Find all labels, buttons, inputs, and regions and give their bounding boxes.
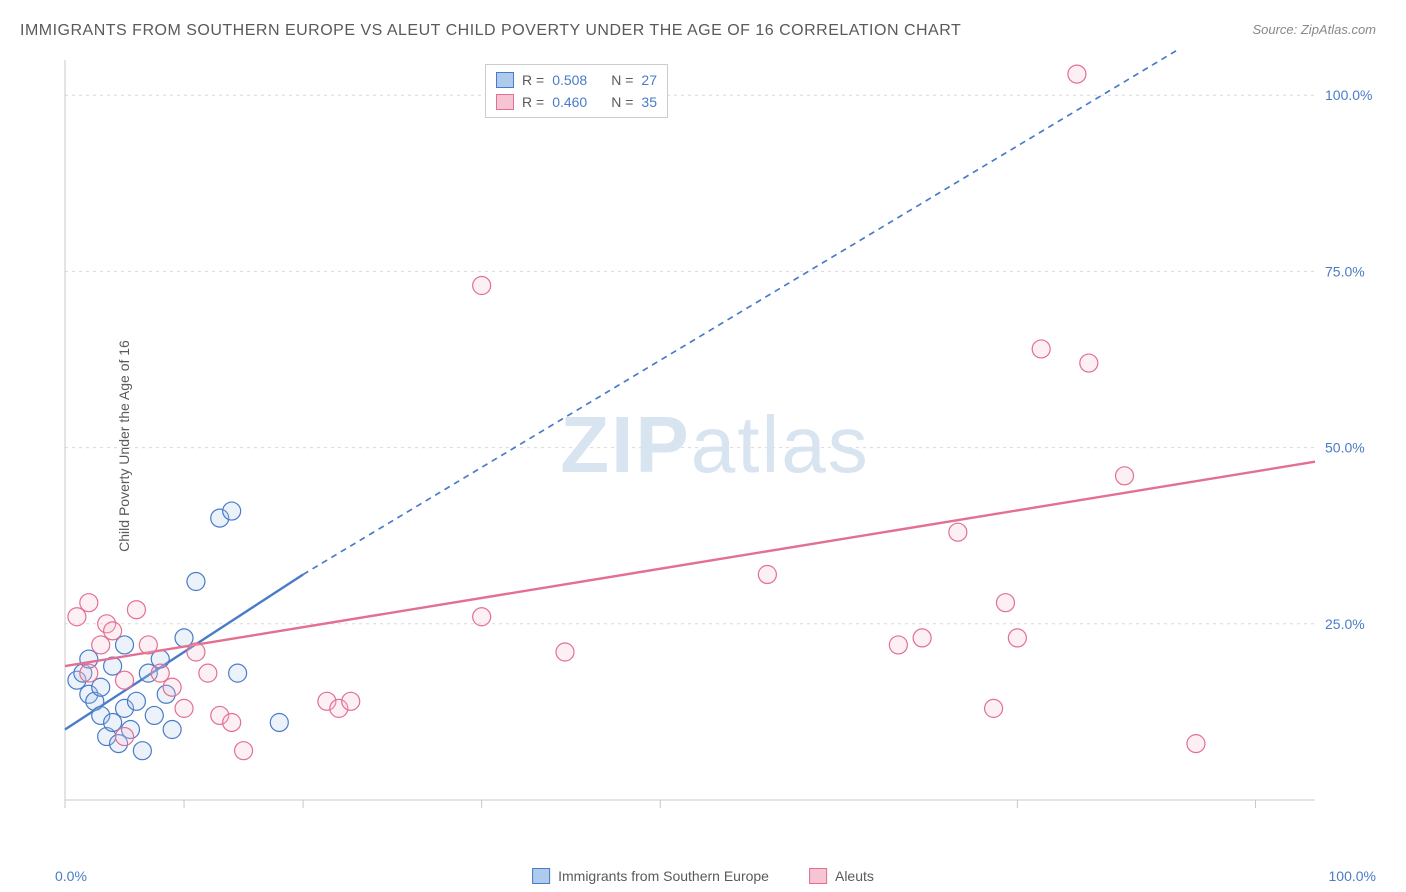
plot-area: 25.0%50.0%75.0%100.0% ZIPatlas R =0.508N… [55,50,1375,840]
x-axis-max-label: 100.0% [1329,868,1376,884]
legend-r-value: 0.460 [552,94,587,110]
svg-text:50.0%: 50.0% [1325,440,1365,456]
legend-swatch [496,72,514,88]
legend-r-label: R = [522,94,544,110]
svg-text:100.0%: 100.0% [1325,87,1372,103]
legend-n-label: N = [611,72,633,88]
legend-swatch [809,868,827,884]
correlation-legend-box: R = 0.508 N = 27 R = 0.460 N = 35 [485,64,668,118]
svg-text:75.0%: 75.0% [1325,263,1365,279]
legend-n-value: 27 [641,72,657,88]
series-name: Immigrants from Southern Europe [558,868,769,884]
legend-n-label: N = [611,94,633,110]
legend-swatch [532,868,550,884]
svg-text:25.0%: 25.0% [1325,616,1365,632]
correlation-legend-row: R = 0.460 N = 35 [496,91,657,113]
correlation-legend-row: R = 0.508 N = 27 [496,69,657,91]
x-legend-item: Immigrants from Southern Europe [532,868,769,884]
x-axis-min-label: 0.0% [55,868,87,884]
legend-swatch [496,94,514,110]
legend-r-label: R = [522,72,544,88]
legend-r-value: 0.508 [552,72,587,88]
chart-svg: 25.0% 50.0% 75.0% 100.0% [55,50,1375,840]
legend-n-value: 35 [641,94,657,110]
series-name: Aleuts [835,868,874,884]
x-axis-legend: Immigrants from Southern Europe Aleuts [532,868,874,884]
x-legend-item: Aleuts [809,868,874,884]
source-label: Source: ZipAtlas.com [1252,22,1376,37]
chart-title: IMMIGRANTS FROM SOUTHERN EUROPE VS ALEUT… [20,22,961,40]
